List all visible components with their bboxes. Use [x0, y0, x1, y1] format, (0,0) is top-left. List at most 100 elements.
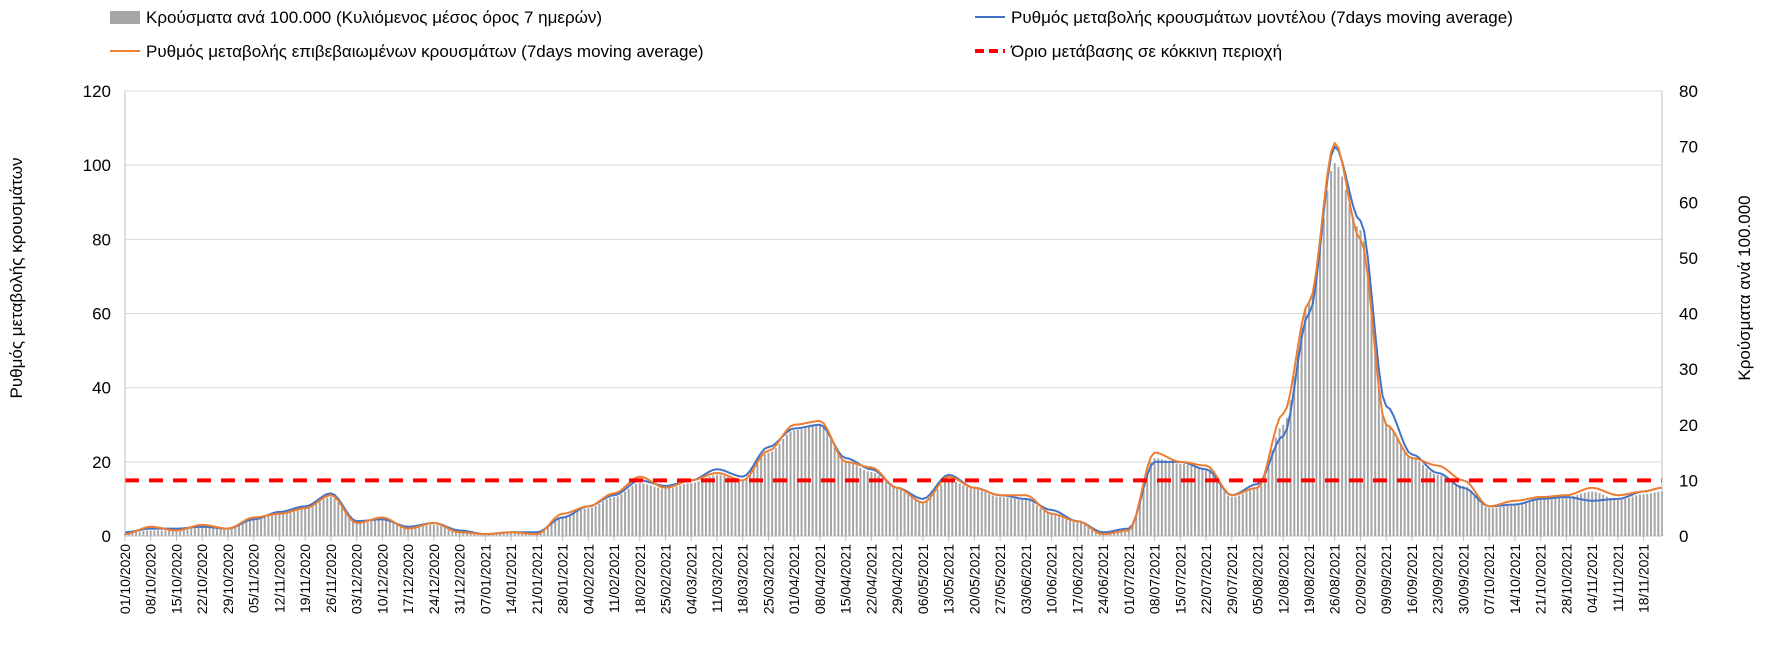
bar — [1506, 505, 1509, 536]
bar — [1076, 522, 1079, 536]
bar — [1363, 240, 1366, 537]
bar — [697, 481, 700, 536]
bar — [315, 503, 318, 536]
legend-item: Κρούσματα ανά 100.000 (Κυλιόμενος μέσος … — [110, 8, 602, 27]
bar — [1017, 499, 1020, 536]
bar — [1352, 216, 1355, 536]
x-tick-label: 22/10/2020 — [194, 544, 210, 614]
x-tick-label: 01/07/2021 — [1121, 544, 1137, 614]
bar — [414, 527, 417, 536]
bar — [1554, 498, 1557, 536]
bar — [513, 533, 516, 536]
bar — [1322, 218, 1325, 537]
bar — [1186, 464, 1189, 536]
bar — [374, 519, 377, 536]
bar — [1116, 531, 1119, 536]
bar — [771, 451, 774, 536]
y-right-tick-label: 60 — [1679, 193, 1698, 212]
x-tick-label: 10/06/2021 — [1044, 544, 1060, 614]
bar — [1289, 400, 1292, 536]
bar — [274, 514, 277, 536]
bar — [1444, 477, 1447, 536]
bar — [399, 526, 402, 536]
bar — [1341, 176, 1344, 537]
bar — [208, 527, 211, 536]
bar — [1120, 530, 1123, 536]
bar — [1142, 486, 1145, 536]
bar — [955, 482, 958, 536]
bar — [1502, 506, 1505, 536]
bar — [1171, 462, 1174, 536]
bar — [921, 502, 924, 536]
bar — [966, 487, 969, 536]
bar — [789, 431, 792, 536]
x-tick-label: 31/12/2020 — [452, 544, 468, 614]
bar — [344, 512, 347, 536]
x-tick-label: 15/10/2020 — [168, 544, 184, 614]
bar — [929, 498, 932, 536]
bar — [675, 486, 678, 536]
bar — [495, 533, 498, 536]
bar — [1190, 465, 1193, 536]
y-left-tick-label: 80 — [92, 230, 111, 249]
bar — [734, 479, 737, 536]
bar — [866, 471, 869, 536]
bar — [1657, 491, 1660, 536]
bar — [1418, 461, 1421, 536]
bar — [182, 529, 185, 536]
x-tick-label: 12/11/2020 — [271, 544, 287, 613]
bar — [1513, 505, 1516, 536]
x-tick-label: 26/11/2020 — [323, 544, 339, 613]
y-right-tick-label: 70 — [1679, 138, 1698, 157]
bar — [844, 460, 847, 536]
x-tick-label: 19/11/2020 — [297, 544, 313, 613]
x-tick-label: 21/01/2021 — [529, 544, 545, 614]
bar — [1057, 515, 1060, 536]
x-tick-label: 18/11/2021 — [1636, 544, 1652, 613]
bar — [131, 532, 134, 536]
bar — [1087, 526, 1090, 536]
x-tick-label: 21/10/2021 — [1533, 544, 1549, 614]
bar — [642, 483, 645, 536]
axes: 0 20 40 60 80 100 120 0 10 20 30 40 50 60 70 80 01/10/20… — [83, 82, 1698, 614]
x-tick-label: 13/05/2021 — [941, 544, 957, 614]
y-left-tick-label: 40 — [92, 379, 111, 398]
bar — [1539, 499, 1542, 536]
bar — [326, 497, 329, 536]
x-tick-label: 04/03/2021 — [683, 544, 699, 614]
x-tick-label: 03/12/2020 — [349, 544, 365, 614]
bar — [738, 480, 741, 536]
bar — [940, 484, 943, 536]
bar — [1521, 504, 1524, 536]
bar — [271, 514, 274, 536]
bar — [741, 480, 744, 536]
bar — [756, 463, 759, 536]
bar — [517, 533, 520, 536]
y-left-tick-label: 60 — [92, 305, 111, 324]
bar — [1583, 492, 1586, 536]
bar — [896, 488, 899, 536]
bar — [1649, 493, 1652, 536]
bar — [392, 522, 395, 536]
bar — [1421, 464, 1425, 536]
bar — [348, 517, 351, 536]
bar — [815, 425, 818, 536]
x-tick-label: 08/10/2020 — [143, 544, 159, 614]
x-tick-label: 05/11/2020 — [246, 544, 262, 613]
bar — [289, 511, 292, 536]
bar — [1330, 171, 1333, 536]
x-tick-label: 15/04/2021 — [838, 544, 854, 614]
bar — [1164, 460, 1167, 536]
bar — [587, 508, 590, 536]
bar — [561, 516, 564, 536]
bar — [388, 520, 391, 536]
bar — [245, 521, 248, 536]
bar — [605, 499, 608, 536]
bar — [936, 489, 939, 536]
bar — [440, 525, 443, 536]
bar — [715, 474, 719, 536]
bar — [197, 527, 200, 536]
x-tick-label: 22/07/2021 — [1198, 544, 1214, 614]
bar — [991, 495, 994, 536]
